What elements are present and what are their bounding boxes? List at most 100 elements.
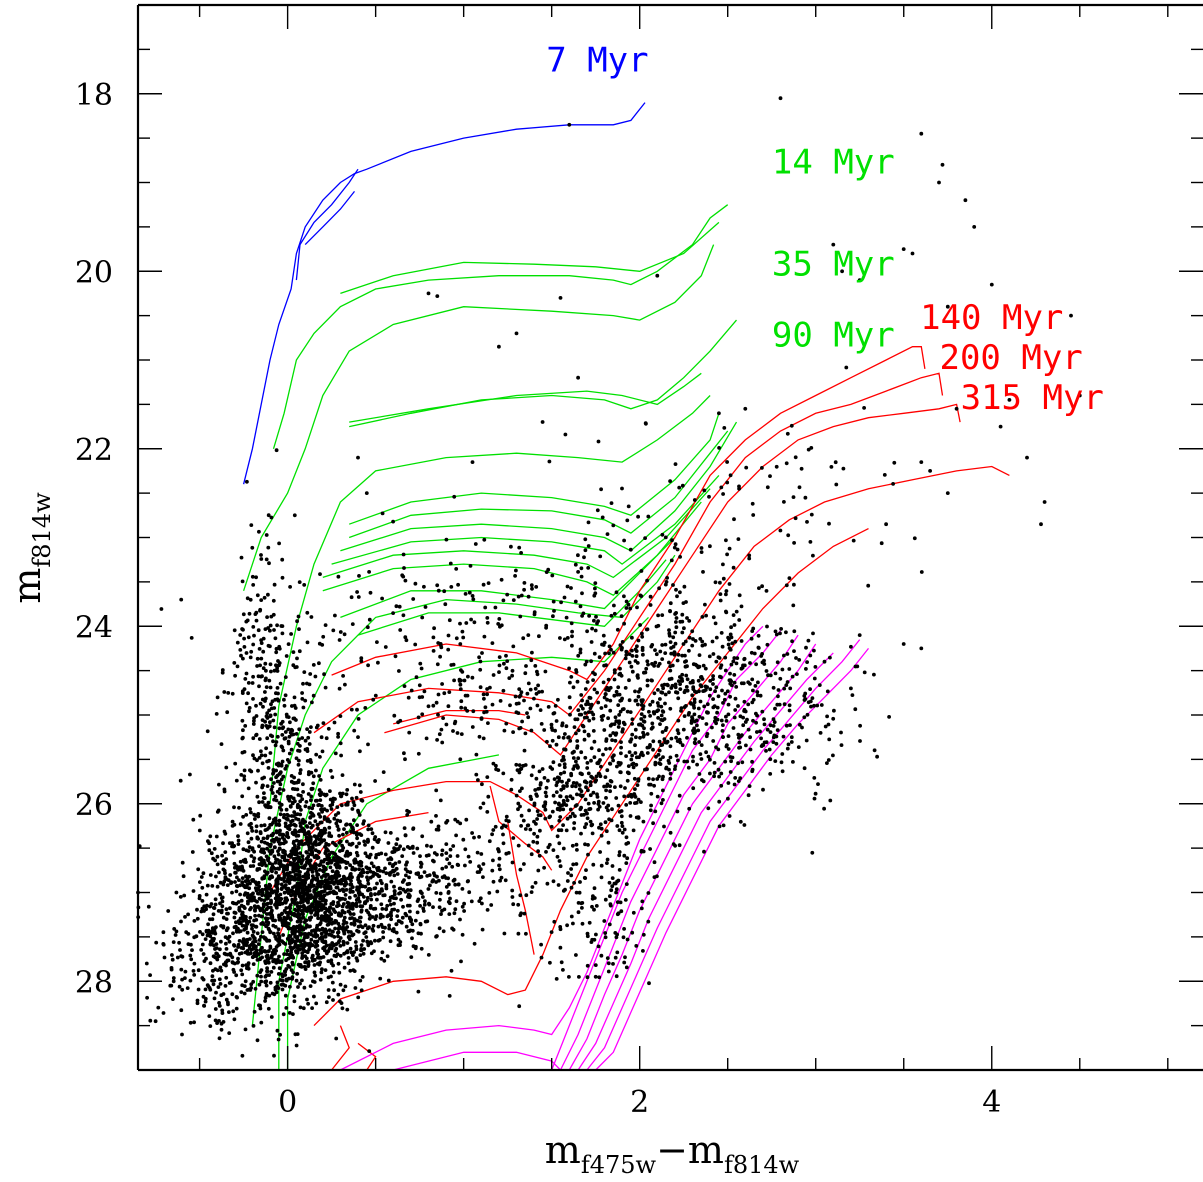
data-point-3217 <box>586 710 591 714</box>
data-point-4072 <box>666 683 670 688</box>
data-point-1607 <box>348 872 353 876</box>
data-point-4829 <box>727 546 732 551</box>
data-point-1853 <box>289 874 294 879</box>
data-point-2870 <box>211 982 216 987</box>
data-point-1778 <box>305 949 310 954</box>
data-point-1009 <box>215 854 220 859</box>
data-point-2033 <box>312 855 317 859</box>
data-point-3615 <box>518 789 522 793</box>
data-point-2597 <box>261 704 265 709</box>
data-point-4709 <box>529 583 534 588</box>
isochrone-31 <box>340 625 764 1071</box>
data-point-1694 <box>320 967 324 972</box>
data-point-2679 <box>321 721 326 725</box>
data-point-3459 <box>514 793 519 798</box>
data-point-1073 <box>208 873 213 877</box>
data-point-874 <box>352 782 357 787</box>
data-point-3906 <box>669 558 674 563</box>
data-point-4727 <box>570 629 574 634</box>
data-point-370 <box>354 947 359 952</box>
data-point-4478 <box>736 779 741 783</box>
data-point-3246 <box>409 688 414 693</box>
data-point-4944 <box>624 861 629 865</box>
data-point-2424 <box>230 841 235 845</box>
data-point-3718 <box>599 706 604 710</box>
data-point-3128 <box>409 919 413 924</box>
data-point-1014 <box>281 841 286 846</box>
data-point-3314 <box>414 675 419 680</box>
data-point-3530 <box>584 822 589 826</box>
data-point-4915 <box>580 921 585 926</box>
data-point-3946 <box>664 765 669 770</box>
data-point-2556 <box>274 650 279 655</box>
data-point-3286 <box>587 718 592 723</box>
data-point-419 <box>330 869 335 874</box>
data-point-3414 <box>603 775 608 779</box>
data-point-4043 <box>618 709 623 714</box>
data-point-3815 <box>662 824 666 829</box>
data-point-4129 <box>675 728 680 733</box>
data-point-4012 <box>636 689 641 694</box>
data-point-2978 <box>180 987 185 992</box>
data-point-1515 <box>291 857 296 861</box>
data-point-2752 <box>249 769 254 774</box>
data-point-3495 <box>494 763 498 768</box>
data-point-4466 <box>785 680 790 684</box>
data-point-2805 <box>238 822 243 826</box>
data-point-2917 <box>287 1011 292 1015</box>
data-point-3857 <box>575 679 580 684</box>
data-point-987 <box>327 946 332 951</box>
data-point-1439 <box>207 848 212 853</box>
data-point-313 <box>334 821 339 826</box>
data-point-2538 <box>260 776 265 781</box>
data-point-3175 <box>533 664 538 668</box>
data-point-3701 <box>661 774 665 779</box>
data-point-3755 <box>623 656 628 661</box>
data-point-1573 <box>206 922 211 927</box>
data-point-763 <box>261 902 266 906</box>
data-point-1932 <box>352 818 356 823</box>
data-point-4277 <box>742 823 747 827</box>
data-point-3630 <box>490 832 494 837</box>
data-point-1672 <box>322 928 327 933</box>
data-point-4417 <box>717 824 722 829</box>
data-point-1319 <box>353 986 358 990</box>
data-point-4591 <box>812 796 817 801</box>
data-point-4177 <box>641 704 646 708</box>
data-point-3424 <box>501 771 506 776</box>
data-point-3773 <box>641 819 646 824</box>
data-point-3834 <box>726 796 730 801</box>
data-point-4689 <box>443 602 448 607</box>
data-point-1245 <box>230 819 235 824</box>
data-point-170 <box>239 898 244 903</box>
data-point-1234 <box>301 874 306 879</box>
data-point-2838 <box>263 661 268 666</box>
data-point-724 <box>332 988 336 993</box>
data-point-2604 <box>241 656 245 661</box>
data-point-3457 <box>568 807 573 812</box>
data-point-1792 <box>294 978 299 983</box>
data-point-2585 <box>302 583 307 587</box>
data-point-4511 <box>760 652 764 656</box>
data-point-3252 <box>504 666 509 671</box>
data-point-3628 <box>632 776 637 781</box>
data-point-2094 <box>415 846 420 851</box>
data-point-4329 <box>724 610 729 615</box>
data-point-2588 <box>349 842 353 847</box>
data-point-3580 <box>540 767 545 771</box>
data-point-3013 <box>227 981 232 985</box>
data-point-3022 <box>288 953 293 958</box>
data-point-2562 <box>260 725 264 730</box>
data-point-3288 <box>618 643 623 647</box>
data-point-4507 <box>780 667 785 672</box>
data-point-3588 <box>625 778 630 783</box>
data-point-1726 <box>267 886 271 891</box>
data-point-2987 <box>232 910 237 915</box>
data-point-4139 <box>732 715 737 720</box>
data-point-4336 <box>749 636 754 641</box>
data-point-2950 <box>206 932 211 937</box>
data-point-4814 <box>737 484 741 489</box>
data-point-3398 <box>570 784 575 789</box>
data-point-4544 <box>849 644 853 649</box>
isochrone-20 <box>331 346 926 681</box>
